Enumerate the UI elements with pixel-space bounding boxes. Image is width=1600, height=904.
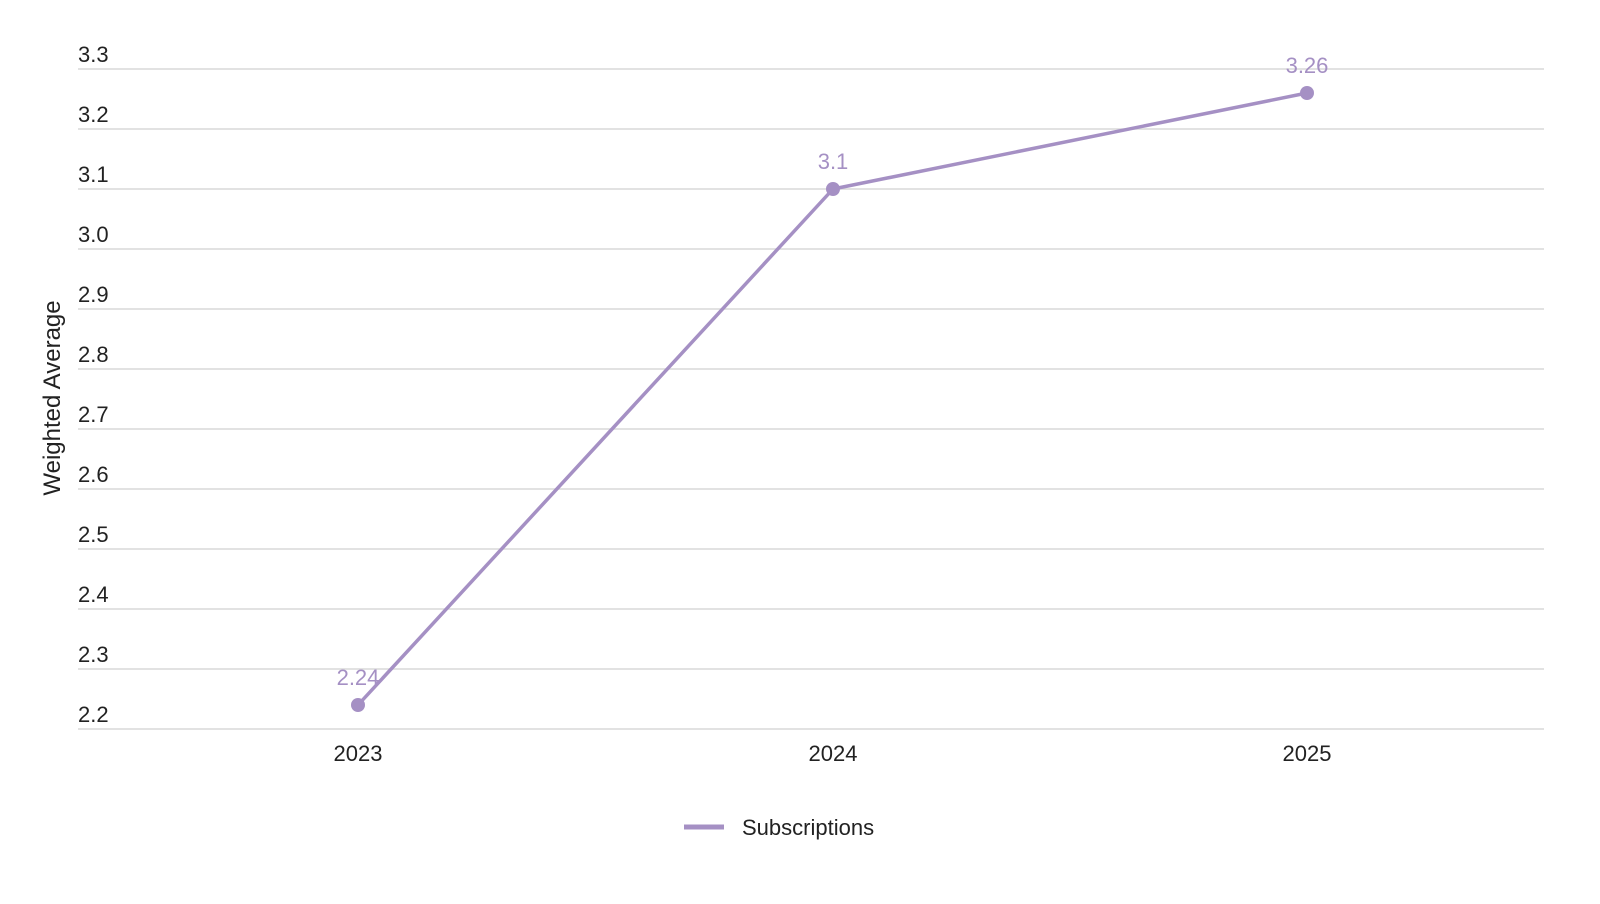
x-tick-label: 2024 [809, 741, 858, 766]
y-tick-label: 3.0 [78, 222, 109, 247]
x-tick-label: 2023 [334, 741, 383, 766]
y-tick-label: 2.7 [78, 402, 109, 427]
series-subscriptions [351, 86, 1314, 712]
data-point [1300, 86, 1314, 100]
data-label: 2.24 [337, 665, 380, 690]
data-labels: 2.24 3.1 3.26 [337, 53, 1329, 690]
y-tick-label: 2.6 [78, 462, 109, 487]
y-tick-label: 2.4 [78, 582, 109, 607]
gridlines [78, 68, 1544, 730]
y-tick-label: 3.1 [78, 162, 109, 187]
data-label: 3.1 [818, 149, 849, 174]
legend-label-subscriptions: Subscriptions [742, 815, 874, 840]
y-tick-label: 2.3 [78, 642, 109, 667]
legend: Subscriptions [684, 815, 874, 840]
y-tick-label: 2.5 [78, 522, 109, 547]
data-point [826, 182, 840, 196]
y-tick-label: 2.2 [78, 702, 109, 727]
data-label: 3.26 [1286, 53, 1329, 78]
y-tick-label: 2.8 [78, 342, 109, 367]
y-tick-label: 3.2 [78, 102, 109, 127]
y-tick-label: 2.9 [78, 282, 109, 307]
y-axis-ticks: 3.3 3.2 3.1 3.0 2.9 2.8 2.7 2.6 2.5 2.4 2.3 2.2 [78, 42, 109, 727]
y-axis-title: Weighted Average [39, 300, 66, 495]
y-tick-label: 3.3 [78, 42, 109, 67]
x-axis-ticks: 2023 2024 2025 [334, 741, 1332, 766]
data-point [351, 698, 365, 712]
x-tick-label: 2025 [1283, 741, 1332, 766]
